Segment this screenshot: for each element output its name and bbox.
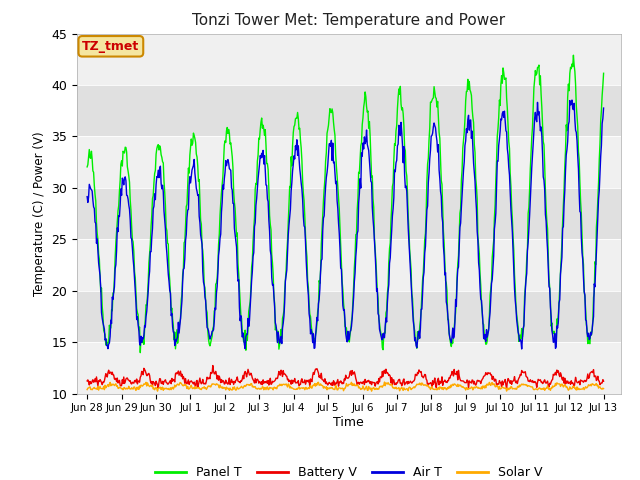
Solar V: [410, 384, 417, 390]
Bar: [77, 291, 621, 342]
Air T: [600, 105, 607, 111]
Legend: Panel T, Battery V, Air T, Solar V: Panel T, Battery V, Air T, Solar V: [150, 461, 548, 480]
Bar: [77, 188, 621, 240]
Air T: [146, 268, 154, 274]
Bar: [77, 34, 621, 85]
X-axis label: Time: Time: [333, 416, 364, 429]
Solar V: [600, 386, 607, 392]
Panel T: [409, 296, 417, 301]
Panel T: [600, 71, 607, 76]
Solar V: [83, 387, 91, 393]
Solar V: [424, 383, 432, 389]
Y-axis label: Temperature (C) / Power (V): Temperature (C) / Power (V): [33, 132, 45, 296]
Text: TZ_tmet: TZ_tmet: [82, 40, 140, 53]
Battery V: [93, 374, 100, 380]
Panel T: [570, 52, 577, 58]
Solar V: [381, 379, 388, 385]
Bar: [77, 240, 621, 291]
Bar: [77, 342, 621, 394]
Battery V: [409, 379, 417, 385]
Panel T: [93, 220, 100, 226]
Panel T: [147, 241, 154, 247]
Panel T: [199, 248, 207, 253]
Panel T: [226, 141, 234, 147]
Solar V: [93, 385, 100, 391]
Air T: [423, 207, 431, 213]
Line: Battery V: Battery V: [87, 366, 604, 388]
Air T: [568, 97, 576, 103]
Air T: [518, 346, 525, 352]
Air T: [93, 240, 100, 246]
Title: Tonzi Tower Met: Temperature and Power: Tonzi Tower Met: Temperature and Power: [192, 13, 506, 28]
Panel T: [424, 161, 431, 167]
Battery V: [226, 382, 234, 387]
Battery V: [198, 380, 206, 385]
Battery V: [83, 378, 91, 384]
Solar V: [146, 384, 154, 389]
Air T: [225, 166, 233, 171]
Solar V: [368, 388, 376, 394]
Bar: [77, 136, 621, 188]
Battery V: [600, 378, 607, 384]
Battery V: [503, 385, 511, 391]
Line: Panel T: Panel T: [87, 55, 604, 353]
Air T: [198, 241, 206, 247]
Line: Solar V: Solar V: [87, 382, 604, 391]
Panel T: [136, 350, 144, 356]
Line: Air T: Air T: [87, 100, 604, 349]
Battery V: [424, 383, 431, 388]
Panel T: [83, 164, 91, 170]
Battery V: [146, 372, 154, 378]
Air T: [83, 194, 91, 200]
Air T: [408, 293, 415, 299]
Battery V: [209, 363, 217, 369]
Solar V: [225, 387, 233, 393]
Bar: [77, 85, 621, 136]
Solar V: [198, 385, 206, 391]
